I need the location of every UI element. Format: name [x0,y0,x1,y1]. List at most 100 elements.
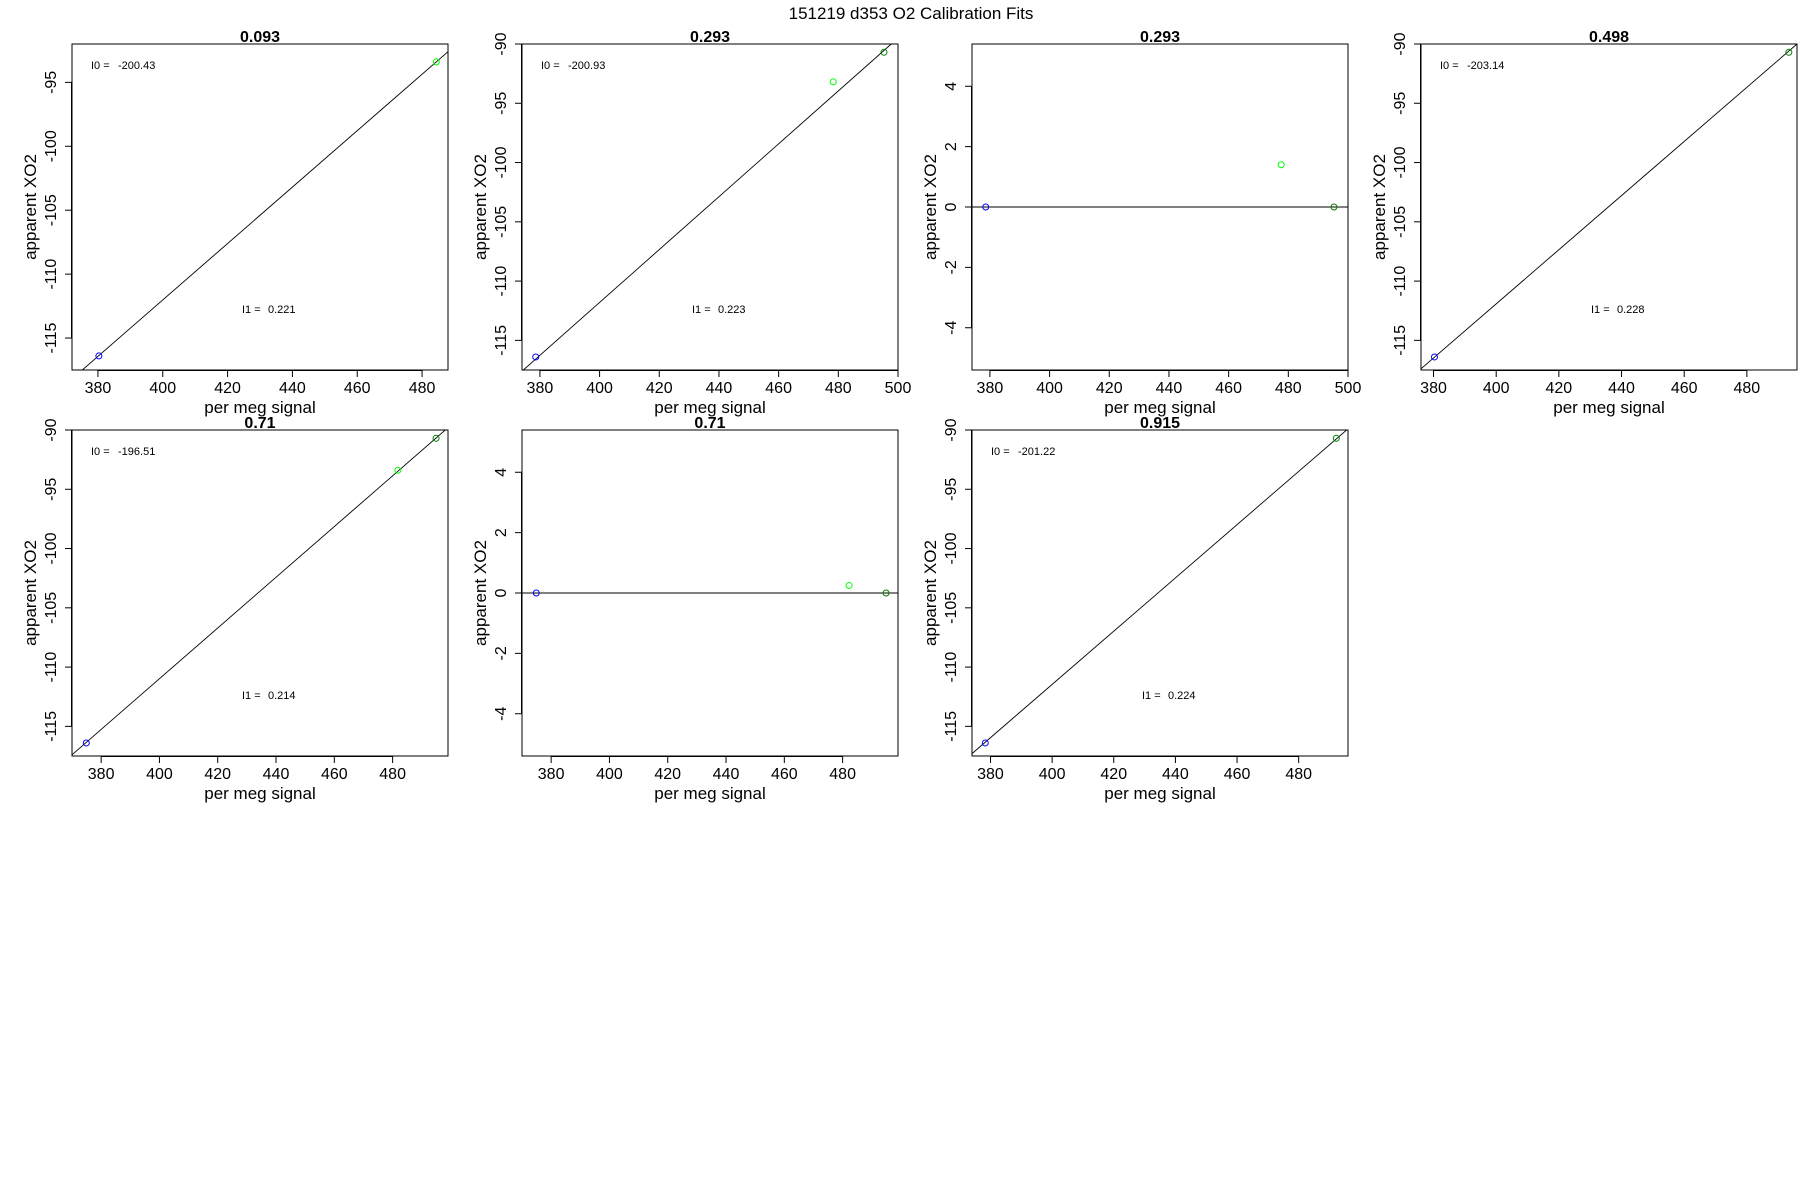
x-tick-label: 440 [279,380,306,397]
panel-title: 0.293 [1140,29,1180,46]
y-tick-label: -90 [493,32,510,55]
x-tick-label: 460 [771,766,798,783]
panel-title: 0.498 [1589,29,1629,46]
i1-value: 0.228 [1617,304,1645,316]
i1-value: 0.224 [1168,690,1196,702]
y-tick-label: -95 [493,92,510,115]
y-tick-label: -105 [1392,206,1409,238]
x-tick-label: 380 [527,380,554,397]
i0-label: I0 = [541,60,560,72]
y-axis-label: apparent XO2 [921,154,940,260]
x-tick-label: 420 [646,380,673,397]
y-tick-label: -100 [493,146,510,178]
data-point [981,739,989,747]
y-tick-label: -115 [43,711,60,742]
y-tick-label: 2 [943,142,960,151]
y-tick-label: -100 [43,130,60,162]
x-tick-label: 400 [596,766,623,783]
y-tick-label: 0 [943,202,960,211]
y-axis-label: apparent XO2 [1370,154,1389,260]
fit-line [1421,44,1797,370]
y-tick-label: -90 [43,418,60,441]
x-axis-label: per meg signal [1104,398,1216,417]
i1-value: 0.214 [268,690,296,702]
chart-panel-7: 0.915 380 400 420 440 460 480 per meg signal -90… [921,415,1349,803]
x-tick-label: 460 [321,766,348,783]
i0-value: -196.51 [118,446,155,458]
fit-line [522,44,892,370]
chart-panel-2: 0.293 380 400 420 440 460 480 500 per meg signal… [471,29,911,417]
i0-value: -200.43 [118,60,155,72]
y-tick-label: -95 [43,71,60,94]
y-tick-label: -110 [943,652,960,683]
x-tick-label: 460 [1215,380,1242,397]
x-tick-label: 440 [706,380,733,397]
x-tick-label: 500 [1335,380,1362,397]
y-tick-label: -95 [1392,92,1409,115]
i0-value: -203.14 [1467,60,1504,72]
data-point [532,353,540,361]
i1-value: 0.221 [268,304,296,316]
i0-label: I0 = [1440,60,1459,72]
i1-label: I1 = [1591,304,1610,316]
x-tick-label: 440 [1608,380,1635,397]
y-tick-label: -90 [1392,32,1409,55]
i1-label: I1 = [1142,690,1161,702]
data-point [432,58,440,66]
y-tick-label: -100 [1392,146,1409,178]
data-point [880,48,888,56]
panel-title: 0.71 [244,415,275,432]
x-tick-label: 480 [825,380,852,397]
x-tick-label: 400 [586,380,613,397]
x-tick-label: 400 [146,766,173,783]
figure-title: 151219 d353 O2 Calibration Fits [789,4,1034,23]
i1-label: I1 = [242,690,261,702]
y-tick-label: -2 [493,646,510,660]
x-axis: 380 400 420 440 460 480 [1420,370,1760,397]
y-axis-label: apparent XO2 [471,540,490,646]
y-axis: -95 -100 -105 -110 -115 [43,71,72,353]
y-tick-label: -4 [493,707,510,721]
panel-title: 0.293 [690,29,730,46]
x-axis-label: per meg signal [204,398,316,417]
i1-label: I1 = [242,304,261,316]
x-tick-label: 500 [885,380,912,397]
x-axis: 380 400 420 440 460 480 [538,756,856,783]
y-tick-label: -110 [493,266,510,297]
data-point [1785,48,1793,56]
y-tick-label: -115 [1392,325,1409,356]
plot-frame [71,429,449,757]
y-axis: -90 -95 -100 -105 -110 -115 [943,418,972,742]
y-tick-label: -105 [43,592,60,624]
y-tick-label: 4 [943,82,960,91]
i0-value: -200.93 [568,60,605,72]
i1-value: 0.223 [718,304,746,316]
x-tick-label: 420 [1546,380,1573,397]
y-tick-label: -115 [943,711,960,742]
x-tick-label: 480 [379,766,406,783]
y-axis: 4 2 0 -2 -4 [943,82,972,335]
y-axis: 4 2 0 -2 -4 [493,468,522,721]
data-point [1277,161,1285,169]
fit-line [81,51,448,370]
y-axis-label: apparent XO2 [921,540,940,646]
data-point [432,434,440,442]
data-point [982,203,990,211]
x-tick-label: 460 [344,380,371,397]
x-tick-label: 460 [1224,766,1251,783]
panel-title: 0.915 [1140,415,1180,432]
fit-line [72,430,446,756]
x-tick-label: 480 [1275,380,1302,397]
y-tick-label: -95 [43,478,60,501]
x-tick-label: 420 [1100,766,1127,783]
chart-panel-4: 0.498 380 400 420 440 460 480 per meg signal -90… [1370,29,1798,417]
y-tick-label: -95 [943,478,960,501]
y-tick-label: -115 [493,325,510,356]
y-tick-label: -100 [943,532,960,564]
x-axis-label: per meg signal [1104,784,1216,803]
x-axis: 380 400 420 440 460 480 500 [527,370,912,397]
